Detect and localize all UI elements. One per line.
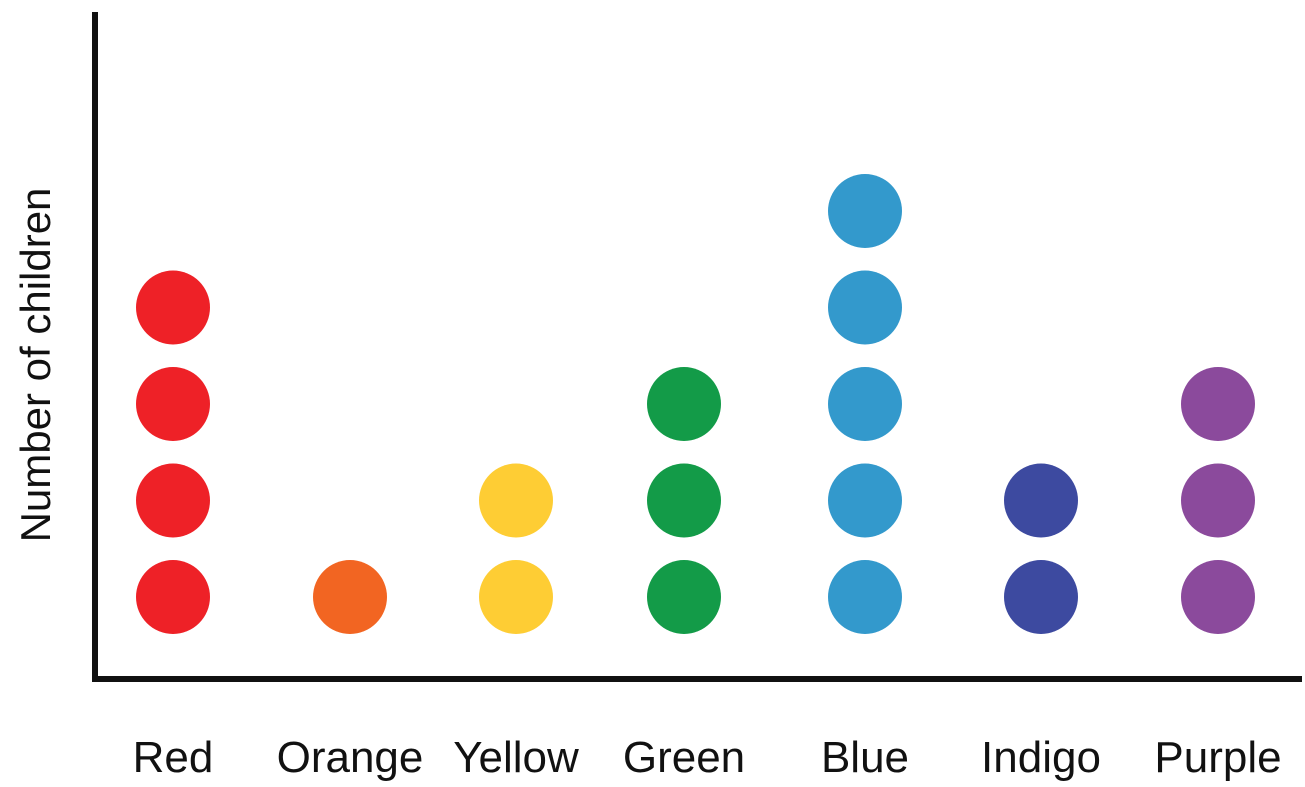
x-tick-labels: Red Orange Yellow Green Blue Indigo Purple [133,733,1282,782]
dot-yellow-2 [479,463,553,538]
x-tick-label-yellow: Yellow [453,733,579,782]
dot-red-3 [136,367,210,441]
dots [136,174,1255,634]
dot-red-1 [136,560,210,634]
dot-purple-1 [1181,560,1255,634]
dot-purple-3 [1181,367,1255,441]
y-axis-label: Number of children [12,188,59,543]
x-tick-label-green: Green [623,733,745,782]
dot-purple-2 [1181,463,1255,538]
dot-indigo-1 [1004,560,1078,634]
axes [92,12,1302,682]
dot-blue-4 [828,270,902,345]
dot-blue-5 [828,174,902,248]
x-tick-label-purple: Purple [1154,733,1281,782]
dot-green-1 [647,560,721,634]
dot-orange-1 [313,560,387,634]
dot-blue-3 [828,367,902,441]
dot-blue-2 [828,463,902,538]
dot-green-2 [647,463,721,538]
dot-blue-1 [828,560,902,634]
dot-green-3 [647,367,721,441]
dot-red-4 [136,270,210,345]
dot-yellow-1 [479,560,553,634]
x-tick-label-orange: Orange [277,733,424,782]
x-tick-label-indigo: Indigo [981,733,1101,782]
dot-red-2 [136,463,210,538]
x-tick-label-red: Red [133,733,214,782]
x-tick-label-blue: Blue [821,733,909,782]
dot-indigo-2 [1004,463,1078,538]
